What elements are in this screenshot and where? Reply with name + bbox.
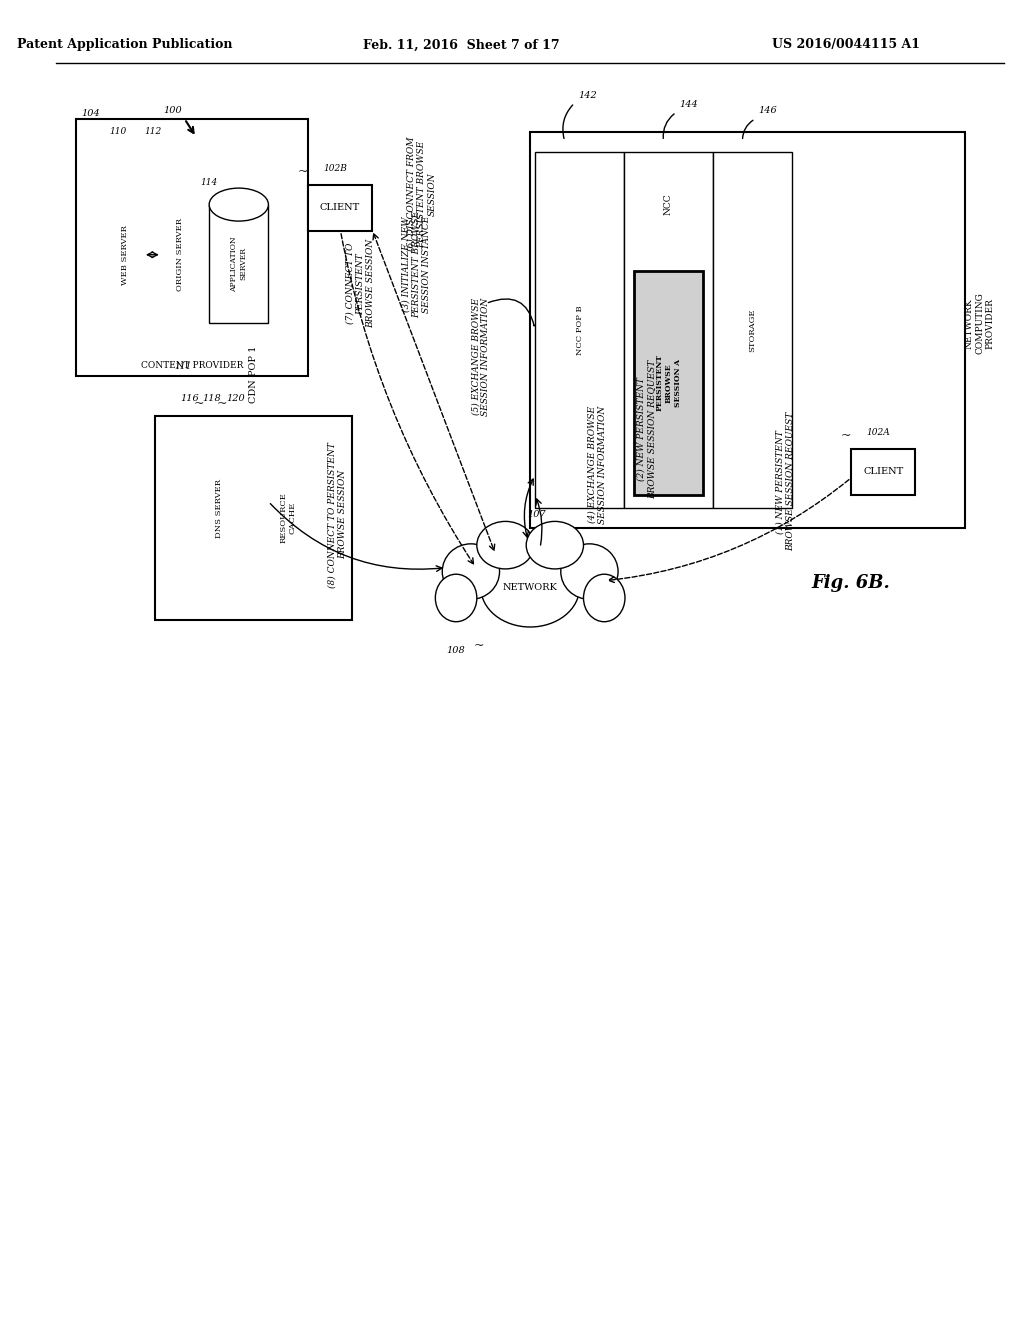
Text: (7) CONNECT TO
PERSISTENT
BROWSE SESSION: (7) CONNECT TO PERSISTENT BROWSE SESSION <box>345 239 375 329</box>
FancyBboxPatch shape <box>713 152 792 508</box>
FancyBboxPatch shape <box>308 185 372 231</box>
Text: ~: ~ <box>194 397 205 411</box>
Text: (2) NEW PERSISTENT
BROWSE SESSION REQUEST: (2) NEW PERSISTENT BROWSE SESSION REQUES… <box>637 359 656 499</box>
Text: (4) EXCHANGE BROWSE
SESSION INFORMATION: (4) EXCHANGE BROWSE SESSION INFORMATION <box>588 405 607 524</box>
Text: (1) NEW PERSISTENT
BROWSE SESSION REQUEST: (1) NEW PERSISTENT BROWSE SESSION REQUES… <box>775 412 795 552</box>
Ellipse shape <box>442 544 500 599</box>
Text: 146: 146 <box>758 107 776 115</box>
Ellipse shape <box>435 574 477 622</box>
Text: ORIGIN SERVER: ORIGIN SERVER <box>175 218 183 292</box>
Text: NETWORK
COMPUTING
PROVIDER: NETWORK COMPUTING PROVIDER <box>965 293 994 354</box>
Text: RESOURCE
CACHE: RESOURCE CACHE <box>280 492 297 543</box>
Text: (8) CONNECT TO PERSISTENT
BROWSE SESSION: (8) CONNECT TO PERSISTENT BROWSE SESSION <box>328 442 347 587</box>
Text: APPLICATION
SERVER: APPLICATION SERVER <box>230 236 248 292</box>
FancyArrowPatch shape <box>488 298 535 326</box>
Text: DNS SERVER: DNS SERVER <box>215 479 223 537</box>
Text: ~: ~ <box>217 397 227 411</box>
Text: 116: 116 <box>180 395 199 403</box>
Ellipse shape <box>584 574 625 622</box>
Text: NCC: NCC <box>664 194 673 215</box>
Text: Feb. 11, 2016  Sheet 7 of 17: Feb. 11, 2016 Sheet 7 of 17 <box>362 38 559 51</box>
Text: 114: 114 <box>201 178 218 186</box>
Text: Patent Application Publication: Patent Application Publication <box>17 38 233 51</box>
Text: STORAGE: STORAGE <box>749 309 757 351</box>
Text: ~: ~ <box>298 165 308 178</box>
Text: 102B: 102B <box>324 165 347 173</box>
Text: 111: 111 <box>174 363 191 371</box>
Text: 104: 104 <box>81 110 100 117</box>
Text: 142: 142 <box>579 91 597 99</box>
Text: Fig. 6B.: Fig. 6B. <box>812 574 891 593</box>
Text: 107: 107 <box>527 511 547 519</box>
Text: (3) INITIALIZE NEW
PERSISTENT BROWSE
SESSION INSTANCE: (3) INITIALIZE NEW PERSISTENT BROWSE SES… <box>401 210 431 318</box>
Text: 112: 112 <box>144 128 162 136</box>
Text: CLIENT: CLIENT <box>319 203 360 213</box>
Text: 120: 120 <box>226 395 245 403</box>
Text: (6) DISCONNECT FROM
PERSISTENT BROWSE
SESSION: (6) DISCONNECT FROM PERSISTENT BROWSE SE… <box>407 137 436 251</box>
Text: CLIENT: CLIENT <box>863 467 903 477</box>
Text: 144: 144 <box>679 100 697 108</box>
Text: ~: ~ <box>841 429 852 442</box>
Text: 110: 110 <box>110 128 127 136</box>
Text: (5) EXCHANGE BROWSE
SESSION INFORMATION: (5) EXCHANGE BROWSE SESSION INFORMATION <box>471 297 490 416</box>
Text: CDN POP 1: CDN POP 1 <box>249 346 258 403</box>
Text: US 2016/0044115 A1: US 2016/0044115 A1 <box>772 38 921 51</box>
Text: NCC POP B: NCC POP B <box>575 305 584 355</box>
Text: 100: 100 <box>163 107 182 115</box>
Ellipse shape <box>561 544 618 599</box>
FancyBboxPatch shape <box>209 205 268 323</box>
Text: CONTENT PROVIDER: CONTENT PROVIDER <box>140 360 243 370</box>
FancyBboxPatch shape <box>536 152 624 508</box>
Text: 108: 108 <box>446 647 466 655</box>
Ellipse shape <box>481 548 580 627</box>
Ellipse shape <box>477 521 535 569</box>
FancyBboxPatch shape <box>155 416 352 620</box>
Text: NETWORK: NETWORK <box>503 583 558 591</box>
FancyBboxPatch shape <box>530 132 965 528</box>
FancyBboxPatch shape <box>851 449 915 495</box>
Text: 118: 118 <box>203 395 221 403</box>
Text: WEB SERVER: WEB SERVER <box>121 224 129 285</box>
Text: 102A: 102A <box>866 429 890 437</box>
FancyBboxPatch shape <box>76 119 308 376</box>
Text: PERSISTENT
BROWSE
SESSION A: PERSISTENT BROWSE SESSION A <box>655 354 682 412</box>
FancyBboxPatch shape <box>634 271 703 495</box>
Text: ~: ~ <box>473 639 484 652</box>
FancyBboxPatch shape <box>624 152 713 508</box>
Ellipse shape <box>209 189 268 222</box>
Ellipse shape <box>526 521 584 569</box>
